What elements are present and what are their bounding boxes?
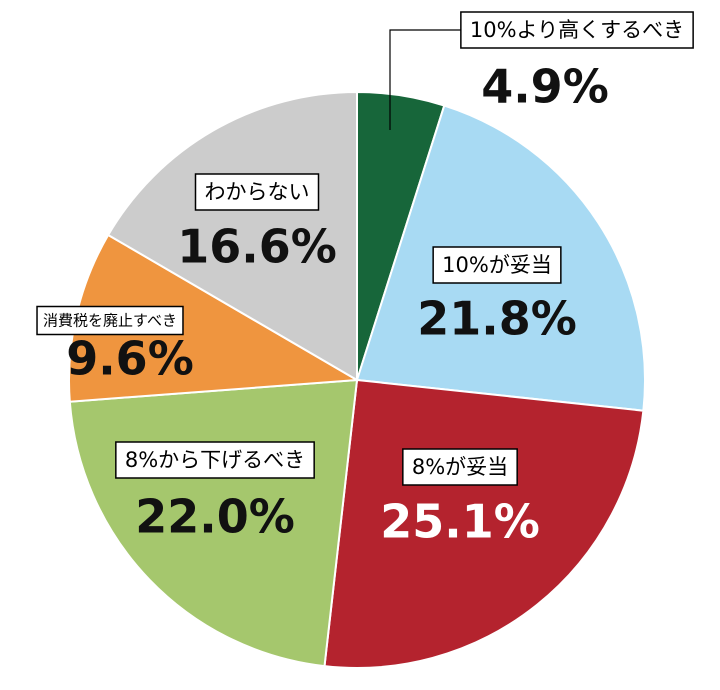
slice-label: 消費税を廃止すべき 9.6% [36, 305, 194, 386]
pie-slice [106, 90, 358, 382]
category-label: 8%が妥当 [412, 455, 508, 479]
value-label: 25.1% [380, 495, 540, 549]
category-label: 8%から下げるべき [125, 448, 305, 472]
category-label: 10%より高くするべき [470, 18, 684, 42]
value-label: 4.9% [481, 60, 609, 114]
label-box [36, 305, 184, 336]
label-box [194, 173, 320, 211]
value-label: 22.0% [135, 490, 295, 544]
leader-line [389, 29, 461, 130]
category-label: 消費税を廃止すべき [43, 312, 177, 330]
slice-label: 10%が妥当 21.8% [417, 246, 577, 346]
category-label: 10%が妥当 [442, 253, 552, 277]
value-label: 16.6% [177, 220, 337, 274]
category-label: わからない [205, 180, 310, 204]
label-box [402, 448, 518, 486]
label-box [115, 441, 315, 479]
slice-label: 8%が妥当 25.1% [380, 448, 540, 549]
value-label: 21.8% [417, 292, 577, 346]
slice-label: わからない 16.6% [177, 173, 337, 274]
label-box [432, 246, 562, 284]
slice-label: 8%から下げるべき 22.0% [115, 441, 315, 544]
slice-label: 10%より高くするべき 4.9% [389, 11, 694, 130]
value-label: 9.6% [66, 332, 194, 386]
label-box [460, 11, 694, 49]
